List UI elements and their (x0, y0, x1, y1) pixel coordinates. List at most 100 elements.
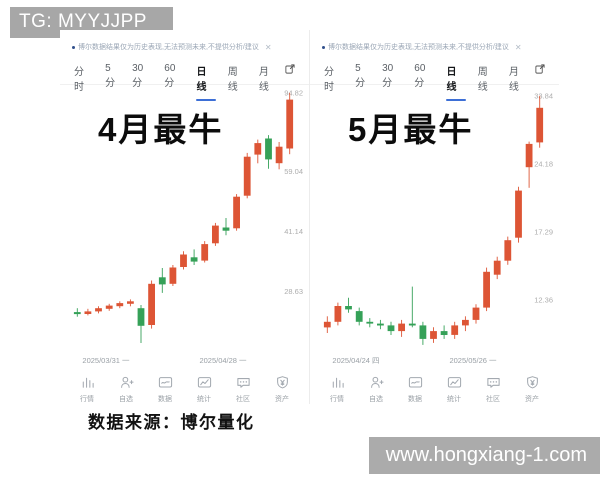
nav-stats[interactable]: 统计 (439, 375, 469, 404)
candle-body (345, 306, 352, 310)
candle-body (116, 303, 124, 307)
tab-weekly[interactable]: 周线 (227, 67, 238, 93)
axis-date-end: 2025/04/28 一 (199, 356, 247, 365)
tab-daily[interactable]: 日线 (191, 63, 222, 101)
nav-data[interactable]: 数据 (400, 375, 430, 404)
nav-label: 数据 (158, 396, 172, 403)
nav-label: 自选 (369, 396, 383, 403)
tab-5min[interactable]: 5分 (355, 63, 366, 89)
candle-body (525, 143, 533, 168)
candle-body (515, 190, 522, 238)
candle-body (387, 325, 395, 332)
candle-body (451, 325, 459, 335)
data-icon (408, 375, 423, 392)
disclaimer-bar: 博尔数据结果仅为历史表现,无法预测未来,不提供分析/建议 ✕ (310, 30, 559, 54)
candle-body (233, 196, 240, 229)
disclaimer-text: 博尔数据结果仅为历史表现,无法预测未来,不提供分析/建议 (328, 44, 509, 51)
tab-5min[interactable]: 5分 (105, 63, 116, 89)
nav-label: 行情 (80, 396, 94, 403)
period-tabs: 分时 5分 30分 60分 日线 周线 月线 (310, 54, 559, 101)
close-icon[interactable]: ✕ (514, 42, 522, 52)
candle-body (254, 143, 262, 155)
share-icon[interactable] (534, 62, 546, 80)
candle-body (419, 325, 427, 339)
candle-body (84, 311, 92, 314)
period-tabs: 分时 5分 30分 60分 日线 周线 月线 (60, 54, 309, 101)
price-axis-label: 94.82 (284, 88, 303, 97)
candle-body (430, 331, 437, 339)
nav-label: 社区 (486, 396, 500, 403)
candle-body (462, 319, 469, 326)
bullet-icon (72, 45, 75, 49)
data-source-caption: 数据来源：博尔量化 (88, 413, 255, 432)
price-axis-label: 28.63 (284, 287, 303, 296)
nav-community[interactable]: 社区 (228, 375, 258, 404)
tab-monthly[interactable]: 月线 (508, 67, 519, 93)
tab-minute[interactable]: 分时 (74, 67, 84, 93)
candle-body (483, 271, 490, 308)
candle-body (377, 323, 384, 326)
price-axis-label: 24.18 (534, 160, 553, 169)
candle-body (334, 306, 342, 322)
candle-body (190, 257, 198, 262)
candle-body (201, 244, 209, 261)
price-axis-label: 17.29 (534, 227, 553, 236)
candle-body (169, 267, 177, 284)
nav-label: 资产 (275, 396, 289, 403)
chart-screenshots-row: 博尔数据结果仅为历史表现,无法预测未来,不提供分析/建议 ✕ 分时 5分 30分… (60, 30, 559, 404)
candle-body (366, 321, 374, 324)
nav-data[interactable]: 数据 (150, 375, 180, 404)
nav-watchlist[interactable]: 自选 (111, 375, 141, 404)
candle-body (95, 308, 102, 312)
price-axis-label: 33.84 (534, 91, 553, 100)
bottom-nav: 行情 自选 数据 统计 社区 资产 (310, 368, 559, 404)
chart-plot-area: 94.82 59.04 41.14 28.63 4月最牛 (60, 85, 309, 353)
tab-60min[interactable]: 60分 (164, 63, 176, 89)
nav-assets[interactable]: 资产 (517, 375, 547, 404)
price-axis-label: 12.36 (534, 296, 553, 305)
nav-quotes[interactable]: 行情 (72, 375, 102, 404)
nav-label: 统计 (197, 396, 211, 403)
disclaimer-text: 博尔数据结果仅为历史表现,无法预测未来,不提供分析/建议 (78, 44, 259, 51)
axis-date-end: 2025/05/26 一 (449, 356, 497, 365)
candle-body (148, 283, 155, 325)
candle-body (180, 254, 187, 267)
candle-body (504, 240, 512, 261)
nav-stats[interactable]: 统计 (189, 375, 219, 404)
bottom-nav: 行情 自选 数据 统计 社区 资产 (60, 368, 309, 404)
share-icon[interactable] (284, 62, 296, 80)
nav-quotes[interactable]: 行情 (322, 375, 352, 404)
nav-watchlist[interactable]: 自选 (361, 375, 391, 404)
candle-body (73, 312, 81, 315)
data-icon (158, 375, 173, 392)
chat-icon (236, 375, 251, 392)
tab-60min[interactable]: 60分 (414, 63, 426, 89)
overlay-title-may: 5月最牛 (348, 111, 474, 148)
candle-body (127, 301, 134, 304)
candle-body (105, 305, 113, 309)
candle-body (440, 331, 448, 335)
close-icon[interactable]: ✕ (264, 42, 272, 52)
candle-body (398, 323, 405, 332)
axis-date-start: 2025/03/31 一 (82, 356, 130, 365)
tab-30min[interactable]: 30分 (132, 63, 144, 89)
tab-weekly[interactable]: 周线 (477, 67, 488, 93)
website-badge: www.hongxiang-1.com (368, 437, 600, 474)
tab-monthly[interactable]: 月线 (258, 67, 269, 93)
chart-panel-may: 博尔数据结果仅为历史表现,无法预测未来,不提供分析/建议 ✕ 分时 5分 30分… (309, 30, 559, 404)
date-axis: 2025/04/24 四 2025/05/26 一 (310, 353, 559, 368)
chart-panel-april: 博尔数据结果仅为历史表现,无法预测未来,不提供分析/建议 ✕ 分时 5分 30分… (60, 30, 309, 404)
disclaimer-bar: 博尔数据结果仅为历史表现,无法预测未来,不提供分析/建议 ✕ (60, 30, 309, 54)
tab-30min[interactable]: 30分 (382, 63, 394, 89)
bullet-icon (322, 45, 325, 49)
candle-body (408, 323, 416, 326)
candle-body (212, 225, 219, 244)
candle-body (355, 311, 363, 322)
person-icon (119, 375, 134, 392)
price-axis-label: 41.14 (284, 227, 303, 236)
tab-minute[interactable]: 分时 (324, 67, 334, 93)
nav-assets[interactable]: 资产 (267, 375, 297, 404)
nav-community[interactable]: 社区 (478, 375, 508, 404)
bars-icon (80, 375, 95, 392)
tab-daily[interactable]: 日线 (441, 63, 472, 101)
